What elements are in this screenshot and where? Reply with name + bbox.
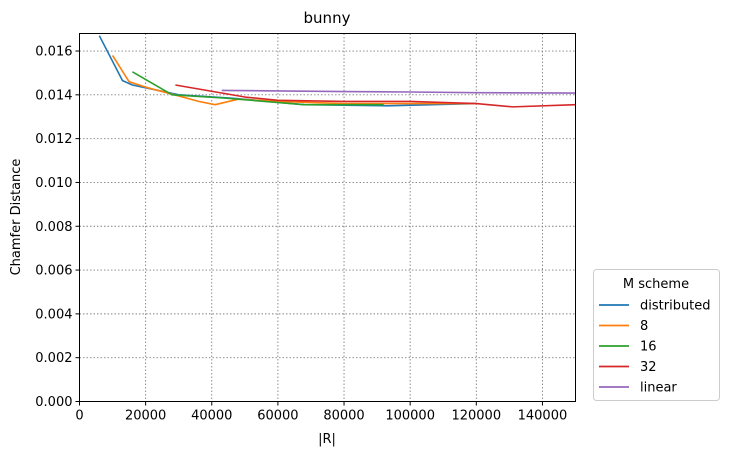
x-tick-label: 80000	[323, 409, 364, 424]
legend-label: linear	[640, 381, 677, 396]
series-line-32	[175, 84, 576, 108]
x-tick-label: 120000	[451, 409, 501, 424]
series-line-linear	[221, 89, 576, 94]
y-tick-label: 0.016	[35, 45, 72, 60]
x-tick-label: 0	[75, 409, 83, 424]
legend-label: 16	[640, 340, 657, 355]
y-tick-label: 0.014	[35, 88, 72, 103]
chart-title: bunny	[304, 9, 351, 27]
y-axis-ticks: 0.000 0.002 0.004 0.006 0.008 0.010 0.012 0.014…	[35, 45, 80, 410]
legend-title: M scheme	[623, 277, 689, 292]
y-tick-label: 0.004	[35, 307, 72, 322]
x-tick-label: 100000	[385, 409, 435, 424]
x-tick-label: 60000	[257, 409, 298, 424]
series-line-8	[111, 54, 477, 106]
y-tick-label: 0.010	[35, 176, 72, 191]
x-tick-label: 20000	[125, 409, 166, 424]
legend-label: 32	[640, 360, 657, 375]
x-tick-label: 140000	[518, 409, 568, 424]
y-tick-label: 0.008	[35, 220, 72, 235]
legend-box	[593, 269, 720, 401]
x-tick-label: 40000	[191, 409, 232, 424]
plot-frame	[79, 33, 576, 402]
y-tick-label: 0.006	[35, 264, 72, 279]
legend-label: distributed	[640, 299, 711, 314]
y-axis-label: Chamfer Distance	[9, 159, 24, 276]
legend: M scheme distributed 8 16 32 linear	[593, 269, 720, 401]
y-tick-label: 0.002	[35, 351, 72, 366]
series-line-16	[132, 71, 384, 106]
x-axis-ticks: 0 20000 40000 60000 80000 100000 120000 140000	[75, 401, 568, 424]
x-axis-label: |R|	[318, 432, 336, 447]
series-lines	[98, 35, 576, 108]
y-tick-label: 0.012	[35, 132, 72, 147]
legend-label: 8	[640, 319, 648, 334]
y-tick-label: 0.000	[35, 395, 72, 410]
